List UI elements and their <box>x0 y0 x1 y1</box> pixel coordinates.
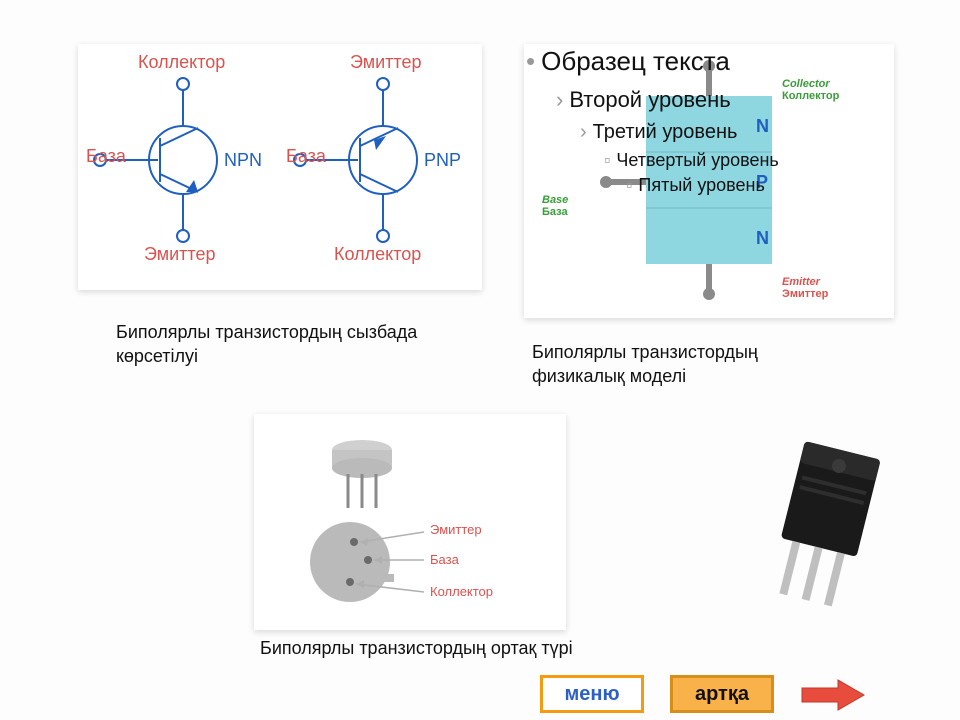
schematic-symbols-panel: Коллектор База NPN Эмиттер Эмиттер База … <box>78 44 482 290</box>
outline-l5: Пятый уровень <box>638 175 764 195</box>
pinout-base-label: База <box>430 552 459 567</box>
outline-l2: Второй уровень <box>569 87 730 112</box>
pinout-emitter-label: Эмиттер <box>430 522 482 537</box>
outline-l4: Четвертый уровень <box>616 150 778 170</box>
collector-en-label: Collector <box>782 78 830 90</box>
physical-model-caption: Биполярлы транзистордың физикалық моделі <box>532 340 852 389</box>
back-button-label: артқа <box>695 683 749 706</box>
package-pinout-svg <box>254 414 566 630</box>
npn-emitter-label: Эмиттер <box>144 244 215 265</box>
package-pinout-panel: Эмиттер База Коллектор <box>254 414 566 630</box>
layer-bottom: N <box>756 228 769 249</box>
menu-button-label: меню <box>564 683 619 706</box>
pinout-collector-label: Коллектор <box>430 584 493 599</box>
collector-ru-label: Коллектор <box>782 90 839 102</box>
emitter-en-label: Emitter <box>782 276 820 288</box>
npn-base-label: База <box>86 146 126 167</box>
pnp-code-label: PNP <box>424 150 461 171</box>
power-transistor-icon <box>738 430 908 630</box>
pnp-emitter-label: Эмиттер <box>350 52 421 73</box>
package-pinout-caption: Биполярлы транзистордың ортақ түрі <box>260 638 573 659</box>
emitter-ru-label: Эмиттер <box>782 288 828 300</box>
base-ru-label: База <box>542 206 568 218</box>
placeholder-outline: •Образец текста ›Второй уровень ›Третий … <box>526 46 779 196</box>
npn-code-label: NPN <box>224 150 262 171</box>
pnp-base-label: База <box>286 146 326 167</box>
next-arrow-icon[interactable] <box>800 678 866 712</box>
outline-l3: Третий уровень <box>593 121 738 143</box>
pnp-collector-label: Коллектор <box>334 244 421 265</box>
outline-l1: Образец текста <box>541 46 730 76</box>
back-button[interactable]: артқа <box>670 675 774 713</box>
menu-button[interactable]: меню <box>540 675 644 713</box>
schematic-caption: Биполярлы транзистордың сызбада көрсетіл… <box>116 320 436 369</box>
npn-collector-label: Коллектор <box>138 52 225 73</box>
physical-model-panel: N P N Collector Коллектор Base База Emit… <box>524 44 894 318</box>
